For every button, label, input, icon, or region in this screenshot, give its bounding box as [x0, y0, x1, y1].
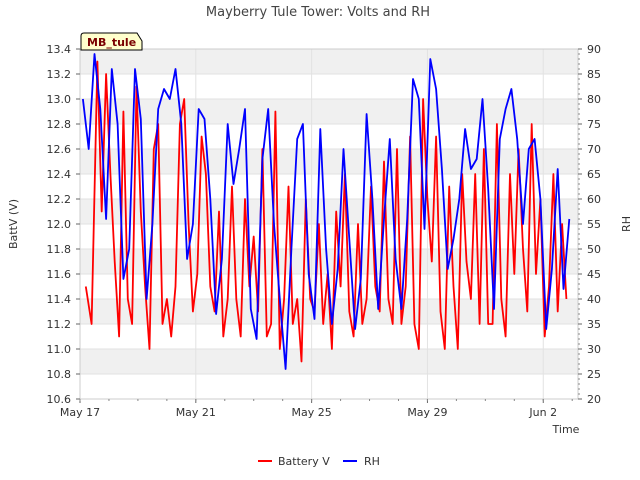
y-left-tick-label: 10.8	[47, 368, 72, 381]
y-left-tick-label: 12.6	[47, 143, 72, 156]
y-right-tick-label: 20	[587, 393, 601, 406]
x-axis-title: Time	[552, 423, 580, 436]
y-right-tick-label: 85	[587, 68, 601, 81]
station-label-box: MB_tule	[80, 32, 143, 51]
y-left-tick-label: 12.4	[47, 168, 72, 181]
y-right-tick-label: 25	[587, 368, 601, 381]
y-right-tick-label: 40	[587, 293, 601, 306]
chart-title: Mayberry Tule Tower: Volts and RH	[206, 5, 430, 20]
background-band	[80, 249, 578, 274]
y-left-tick-label: 12.2	[47, 193, 72, 206]
y-left-tick-label: 13.4	[47, 43, 72, 56]
y-right-tick-label: 70	[587, 143, 601, 156]
station-label-tag	[80, 32, 143, 51]
x-tick-label: May 17	[60, 406, 100, 419]
y-right-tick-label: 60	[587, 193, 601, 206]
y-right-tick-label: 75	[587, 118, 601, 131]
background-band	[80, 199, 578, 224]
series-line-rh	[82, 53, 571, 370]
x-tick-label: May 25	[292, 406, 332, 419]
y-left-tick-label: 11.2	[47, 318, 72, 331]
x-tick-label: May 21	[176, 406, 216, 419]
y-left-tick-label: 10.6	[47, 393, 72, 406]
y-left-tick-label: 11.6	[47, 268, 72, 281]
legend-label-battery: Battery V	[278, 455, 330, 468]
y-left-tick-label: 11.4	[47, 293, 72, 306]
y-right-tick-label: 30	[587, 343, 601, 356]
station-label: MB_tule	[87, 36, 136, 49]
y-right-tick-label: 35	[587, 318, 601, 331]
background-band	[80, 99, 578, 124]
x-tick-label: May 29	[407, 406, 447, 419]
legend: Battery V RH	[258, 455, 380, 468]
y-axis-left-title: BattV (V)	[7, 199, 20, 249]
y-right-tick-label: 55	[587, 218, 601, 231]
y-left-tick-label: 11.0	[47, 343, 72, 356]
y-left-tick-label: 13.0	[47, 93, 72, 106]
background-bands	[80, 49, 578, 374]
y-right-tick-label: 65	[587, 168, 601, 181]
legend-label-rh: RH	[364, 455, 380, 468]
y-right-tick-label: 45	[587, 268, 601, 281]
y-left-tick-label: 11.8	[47, 243, 72, 256]
y-right-tick-label: 90	[587, 43, 601, 56]
y-right-tick-label: 50	[587, 243, 601, 256]
axes: 10.6 10.8 11.0 11.2 11.4 11.6 11.8 12.0 12.2 12.4…	[47, 43, 602, 419]
background-band	[80, 349, 578, 374]
y-left-tick-label: 12.8	[47, 118, 72, 131]
y-left-tick-label: 12.0	[47, 218, 72, 231]
series-layer	[82, 53, 571, 370]
background-band	[80, 149, 578, 174]
y-axis-right-title: RH	[620, 216, 633, 232]
background-band	[80, 49, 578, 74]
y-right-tick-label: 80	[587, 93, 601, 106]
y-left-tick-label: 13.2	[47, 68, 72, 81]
x-tick-label: Jun 2	[528, 406, 557, 419]
